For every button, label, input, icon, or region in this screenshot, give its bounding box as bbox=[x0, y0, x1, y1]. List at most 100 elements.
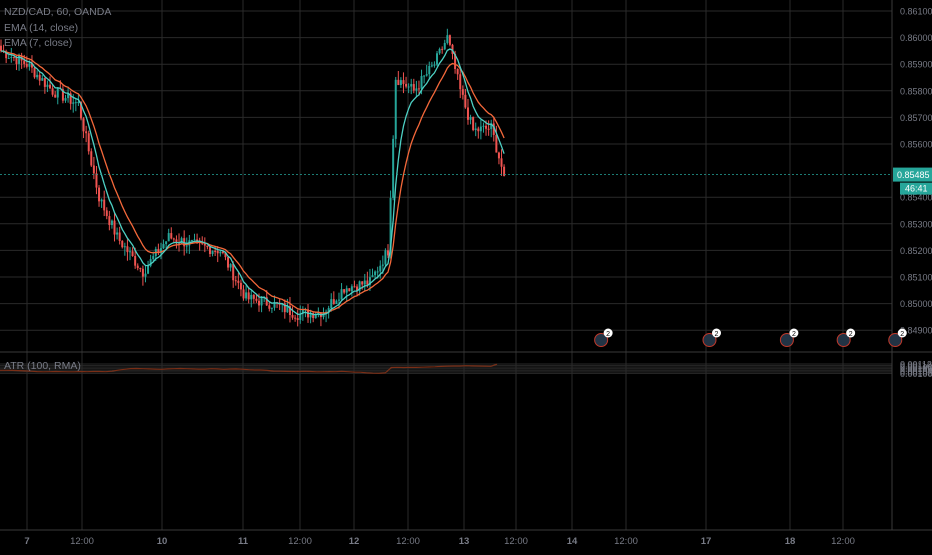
event-marker[interactable]: 2 bbox=[779, 328, 799, 347]
time-tick-label: 17 bbox=[701, 536, 712, 547]
candle-body bbox=[288, 306, 291, 316]
candle-body bbox=[211, 250, 214, 254]
candle-body bbox=[214, 250, 217, 252]
candle-body bbox=[234, 280, 237, 282]
candle-body bbox=[448, 35, 451, 45]
candle-body bbox=[7, 57, 10, 59]
time-tick-label: 7 bbox=[24, 536, 29, 547]
candle-body bbox=[229, 264, 232, 268]
atr-tick-label: 0.00112 bbox=[900, 360, 932, 370]
candle-body bbox=[224, 252, 227, 258]
candle-body bbox=[482, 125, 485, 127]
candle-body bbox=[500, 158, 503, 167]
event-flag-icon bbox=[702, 333, 717, 347]
candle-body bbox=[260, 297, 263, 306]
event-count-label: 2 bbox=[900, 331, 904, 338]
price-tick-label: 0.85800 bbox=[900, 86, 932, 96]
ema-fast-legend[interactable]: EMA (14, close) bbox=[4, 22, 78, 34]
candle-body bbox=[147, 265, 150, 274]
candle-body bbox=[296, 318, 299, 320]
candle-body bbox=[98, 187, 101, 202]
candle-body bbox=[343, 289, 346, 293]
symbol-legend[interactable]: NZD/CAD, 60, OANDA bbox=[4, 6, 111, 18]
atr-tick-label: 0.00106 bbox=[900, 364, 932, 374]
candle-body bbox=[490, 123, 493, 130]
candle-body bbox=[46, 84, 49, 87]
candle-body bbox=[170, 233, 173, 239]
candle-body bbox=[420, 76, 423, 89]
candle-body bbox=[472, 117, 475, 131]
candle-body bbox=[159, 248, 162, 254]
event-marker[interactable]: 2 bbox=[594, 328, 613, 347]
candle-body bbox=[466, 107, 469, 120]
candle-body bbox=[327, 308, 330, 312]
candle-body bbox=[72, 102, 75, 104]
candle-body bbox=[459, 74, 462, 90]
candle-body bbox=[417, 88, 420, 90]
candle-body bbox=[61, 89, 64, 101]
event-marker[interactable]: 2 bbox=[836, 328, 856, 347]
atr-tick-label: 0.00110 bbox=[900, 361, 932, 371]
time-tick-label: 12:00 bbox=[70, 536, 94, 547]
event-marker[interactable]: 2 bbox=[702, 328, 721, 347]
event-marker[interactable]: 2 bbox=[888, 328, 907, 347]
candle-body bbox=[332, 299, 335, 304]
candle-body bbox=[265, 297, 268, 306]
candle-body bbox=[314, 315, 317, 319]
candle-body bbox=[67, 93, 70, 99]
candle-body bbox=[33, 67, 36, 78]
candle-body bbox=[374, 271, 377, 276]
candle-body bbox=[103, 199, 106, 211]
candle-body bbox=[30, 63, 33, 68]
event-flag-icon bbox=[594, 333, 609, 347]
candle-body bbox=[495, 134, 498, 153]
candle-body bbox=[294, 317, 297, 319]
time-tick-label: 12:00 bbox=[831, 536, 855, 547]
candle-body bbox=[219, 251, 222, 254]
candle-body bbox=[350, 286, 353, 292]
candle-body bbox=[252, 294, 255, 299]
ema-slow-legend[interactable]: EMA (7, close) bbox=[4, 37, 72, 49]
time-tick-label: 14 bbox=[567, 536, 578, 547]
candle-body bbox=[436, 53, 439, 65]
candle-body bbox=[185, 245, 188, 247]
candle-body bbox=[100, 199, 103, 202]
candle-body bbox=[216, 251, 219, 254]
candle-body bbox=[474, 128, 477, 131]
atr-tick-label: 0.00108 bbox=[900, 363, 932, 373]
price-tick-label: 0.84900 bbox=[900, 326, 932, 336]
candle-body bbox=[433, 64, 436, 66]
candle-body bbox=[503, 166, 506, 176]
candle-body bbox=[162, 244, 165, 249]
candle-body bbox=[497, 152, 500, 159]
candle-body bbox=[402, 80, 405, 84]
candle-body bbox=[10, 56, 13, 58]
candle-body bbox=[190, 239, 193, 241]
last-price-label: 0.85485 bbox=[897, 170, 930, 180]
candle-body bbox=[131, 251, 134, 257]
candle-body bbox=[363, 280, 366, 285]
candle-body bbox=[239, 282, 242, 290]
price-tick-label: 0.85700 bbox=[900, 113, 932, 123]
candle-body bbox=[255, 298, 258, 301]
candle-body bbox=[376, 271, 379, 273]
price-tick-label: 0.85600 bbox=[900, 140, 932, 150]
event-count-badge bbox=[897, 328, 907, 338]
candle-body bbox=[69, 93, 72, 104]
candle-body bbox=[95, 173, 98, 188]
candle-body bbox=[5, 51, 8, 59]
candle-body bbox=[443, 42, 446, 50]
price-tick-label: 0.85400 bbox=[900, 193, 932, 203]
candle-body bbox=[273, 302, 276, 308]
candle-body bbox=[221, 251, 224, 253]
candle-body bbox=[366, 280, 369, 285]
atr-legend[interactable]: ATR (100, RMA) bbox=[4, 360, 81, 372]
event-flag-icon bbox=[779, 333, 794, 347]
candle-body bbox=[430, 65, 433, 67]
candle-body bbox=[139, 268, 142, 270]
candle-body bbox=[126, 246, 129, 253]
candle-body bbox=[456, 68, 459, 75]
candle-body bbox=[299, 313, 302, 320]
